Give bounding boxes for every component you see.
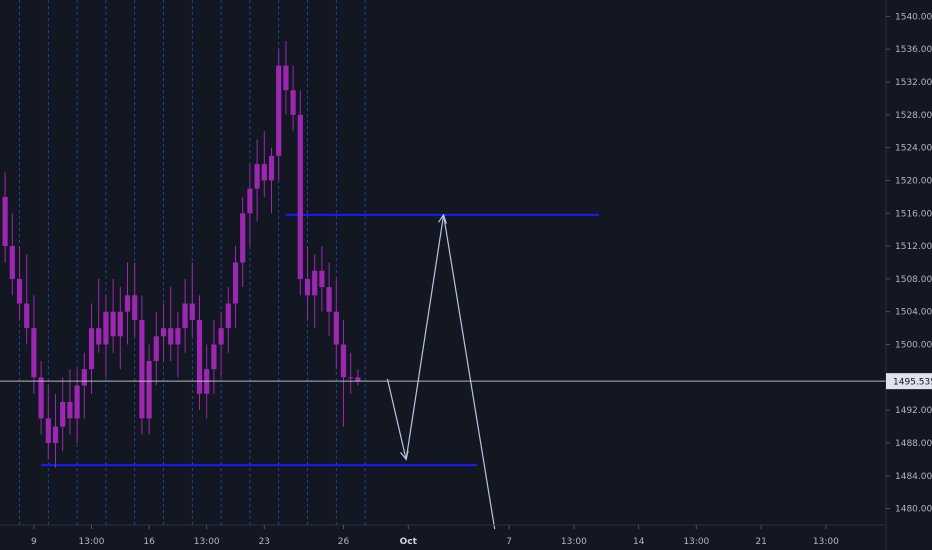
price-tick-label: 1484.000 [895, 472, 932, 482]
arrowhead [437, 213, 447, 224]
candle-body [326, 287, 332, 312]
candle-body [103, 311, 109, 345]
candle-body [189, 303, 195, 320]
price-tick-label: 1528.000 [895, 111, 932, 121]
time-tick-label: 13:00 [683, 537, 709, 547]
candle-body [31, 328, 37, 378]
price-tick-label: 1516.000 [895, 209, 932, 219]
price-axis[interactable]: 1540.000 1536.000 1532.000 1528.000 1524.000… [885, 0, 932, 550]
time-tick-label: 16 [143, 537, 155, 547]
time-tick-label: 14 [633, 537, 645, 547]
candle-body [268, 155, 275, 181]
price-tick-label: 1536.000 [895, 45, 932, 55]
candle-body [16, 278, 23, 304]
arrowhead [400, 450, 409, 461]
time-tick-label: 13:00 [813, 537, 839, 547]
candle-body [312, 270, 318, 296]
time-tick-label: Oct [400, 537, 418, 547]
projection-arrow[interactable] [386, 213, 496, 530]
candle-body [132, 295, 138, 320]
candle-body [168, 328, 174, 345]
time-tick-label: 9 [31, 537, 37, 547]
candle-body [290, 90, 296, 115]
price-tick-label: 1492.000 [895, 406, 932, 416]
candle-body [52, 426, 59, 443]
projection-path[interactable] [386, 214, 496, 530]
candle-body [196, 319, 203, 394]
price-tick-label: 1540.000 [895, 12, 932, 22]
horizontal-levels[interactable] [41, 213, 600, 467]
candle-body [139, 319, 145, 419]
current-price-tag-bg [886, 373, 932, 390]
candle-body [124, 295, 131, 312]
candle-body [254, 164, 260, 189]
candle-body [304, 278, 311, 296]
candle-body [211, 344, 217, 370]
price-tick-label: 1500.000 [895, 341, 932, 351]
time-tick-label: 13:00 [561, 537, 587, 547]
time-axis[interactable]: 9 13:00 16 13:00 23 26 Oct 7 13:00 14 13:00 21 13:00 [0, 524, 886, 547]
candle-body [225, 303, 231, 329]
candle-body [283, 65, 289, 91]
price-tick-label: 1512.000 [895, 242, 932, 252]
time-tick-label: 13:00 [79, 537, 105, 547]
time-tick-label: 21 [755, 537, 766, 547]
candle-body [297, 114, 303, 279]
candle-body [110, 311, 116, 337]
candle-body [319, 270, 325, 288]
candle-body [81, 369, 87, 386]
candle-body [333, 311, 339, 345]
price-tick-label: 1508.000 [895, 275, 932, 285]
candle-body [340, 344, 347, 378]
candle-body [60, 401, 66, 427]
candle-body [247, 188, 253, 214]
time-tick-label: 7 [506, 537, 512, 547]
candle-body [67, 401, 73, 419]
candle-body [74, 385, 80, 419]
candle-body [355, 377, 361, 382]
candle-body [45, 418, 51, 443]
candle-body [160, 328, 167, 337]
candle-body [24, 303, 30, 329]
candle-body [153, 336, 159, 361]
candle-body [218, 328, 224, 345]
current-price-label: 1495.535 [893, 378, 932, 388]
candle-body [88, 328, 95, 370]
current-price-tag[interactable]: 1495.535 [886, 373, 932, 390]
time-tick-label: 13:00 [194, 537, 220, 547]
candle-body [240, 213, 246, 263]
price-tick-label: 1524.000 [895, 144, 932, 154]
price-tick-label: 1504.000 [895, 308, 932, 318]
candle-body [232, 262, 239, 304]
candle-body [146, 360, 152, 419]
candle-body [117, 311, 123, 337]
candle-body [261, 164, 267, 181]
candle-body [2, 196, 8, 247]
candle-body [182, 303, 188, 329]
time-tick-label: 26 [338, 537, 350, 547]
candle-body [348, 377, 354, 379]
candle-body [276, 65, 282, 156]
candle-body [9, 246, 15, 279]
candle-body [175, 328, 181, 345]
price-tick-label: 1532.000 [895, 78, 932, 88]
price-tick-label: 1520.000 [895, 176, 932, 186]
price-tick-label: 1488.000 [895, 439, 932, 449]
price-tick-label: 1480.000 [895, 505, 932, 515]
candle-body [38, 377, 44, 419]
candle-body [96, 328, 102, 345]
time-tick-label: 23 [259, 537, 270, 547]
candles [2, 41, 361, 468]
